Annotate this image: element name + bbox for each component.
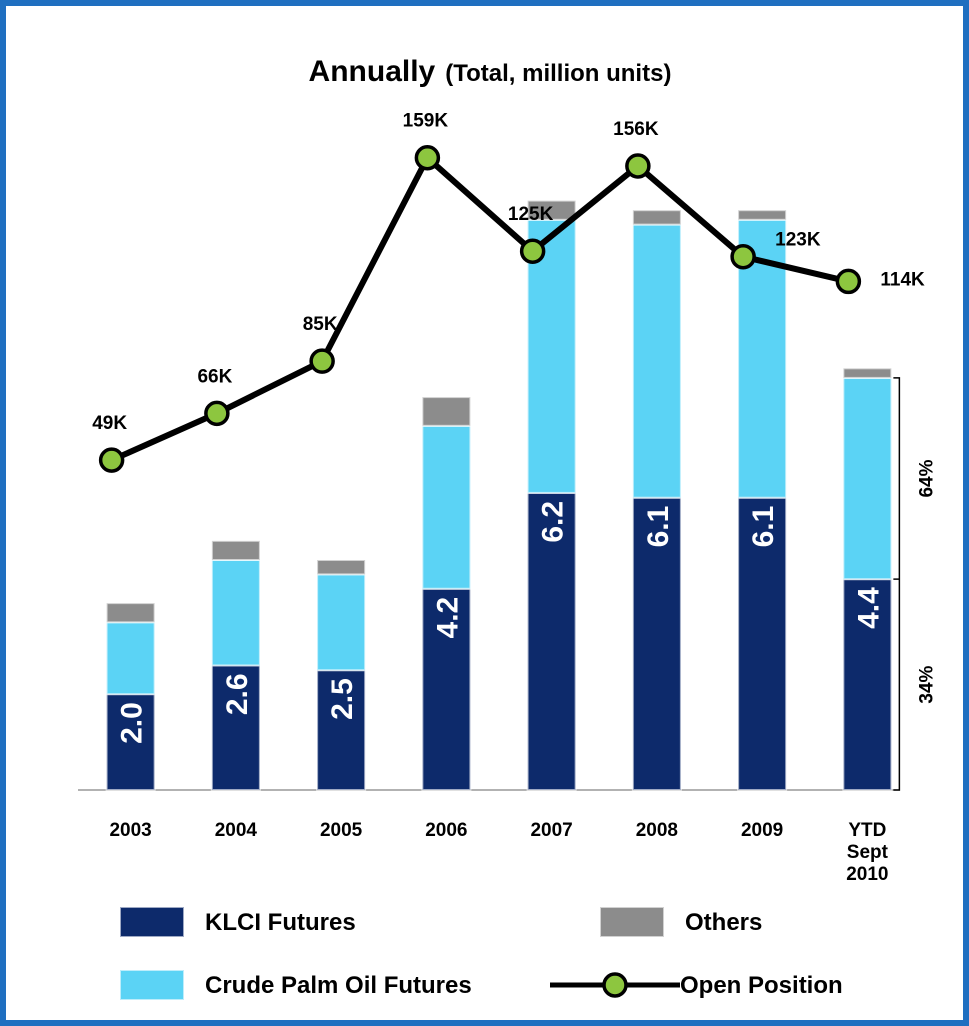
bar-segment (210, 539, 261, 561)
bar-segment (737, 496, 788, 791)
x-tick-label: 2008 (636, 820, 678, 841)
bar-value-label: 2.6 (221, 673, 254, 715)
bar-segment (105, 621, 156, 696)
bar-segment (737, 209, 788, 221)
line-marker (730, 243, 756, 270)
bar-segment (210, 664, 261, 792)
line-marker (204, 400, 230, 427)
line-marker (835, 268, 862, 295)
annotation: 64% (916, 459, 937, 497)
legend-swatch (599, 906, 665, 938)
bracket (893, 377, 901, 791)
bar-segment (526, 199, 577, 221)
x-tick-label: 2007 (530, 820, 572, 841)
chart-subtitle: (Total, million units) (445, 60, 671, 87)
legend-marker (602, 972, 628, 998)
bar-value-label: 2.5 (326, 678, 359, 720)
annotation: 34% (916, 665, 937, 703)
bar-segment (842, 367, 893, 379)
line-value-label: 66K (197, 366, 232, 387)
legend-label: Others (685, 909, 762, 936)
line-value-label: 114K (880, 269, 925, 290)
line-marker (98, 447, 125, 473)
bar-segment (526, 218, 577, 494)
legend-label: Open Position (680, 972, 843, 999)
line-value-label: 125K (508, 204, 554, 225)
legend-swatch (119, 969, 185, 1001)
bar-segment (421, 396, 472, 427)
bar-value-label: 6.1 (747, 506, 780, 548)
bar-value-label: 6.2 (537, 501, 570, 543)
bar-segment (316, 573, 367, 672)
legend-label: KLCI Futures (205, 909, 356, 936)
bar-segment (105, 602, 156, 624)
bar-value-label: 6.1 (642, 506, 675, 548)
x-tick-label: 2006 (425, 820, 467, 841)
legend-swatch (119, 906, 185, 938)
bar-segment (631, 209, 682, 226)
bar-segment (631, 223, 682, 499)
x-tick-label: 2004 (215, 820, 258, 841)
x-tick-label: 2005 (320, 820, 363, 841)
bar-segment (210, 559, 261, 667)
line-value-label: 49K (92, 413, 127, 434)
bar-value-label: 4.2 (431, 597, 464, 639)
bar-segment (316, 559, 367, 576)
bar-segment (526, 491, 577, 791)
line-value-label: 123K (775, 230, 821, 251)
line-value-label: 156K (613, 119, 659, 140)
bar-segment (421, 587, 472, 791)
line-marker (519, 238, 546, 264)
line-marker (414, 144, 441, 171)
line-marker (625, 153, 651, 179)
bar-value-label: 4.4 (852, 587, 885, 629)
x-tick-label: YTD Sept 2010 (846, 820, 888, 885)
line-series (110, 154, 850, 463)
chart-title-group: Annually (Total, million units) (309, 55, 672, 88)
bar-segment (421, 424, 472, 590)
bar-segment (842, 578, 893, 792)
bar-segment (631, 496, 682, 791)
legend-label: Crude Palm Oil Futures (205, 972, 472, 999)
line-marker (309, 348, 335, 374)
bar-segment (842, 376, 893, 581)
bar-value-label: 2.0 (116, 702, 149, 744)
bar-segment (316, 669, 367, 791)
bar-segment (105, 693, 156, 792)
x-tick-label: 2009 (741, 820, 783, 841)
chart: Annually (Total, million units) 2.0 2003 2.… (78, 55, 937, 1001)
line-value-label: 85K (303, 314, 338, 335)
x-tick-label: 2003 (109, 820, 151, 841)
chart-title: Annually (309, 55, 436, 88)
line-value-label: 159K (403, 111, 449, 132)
